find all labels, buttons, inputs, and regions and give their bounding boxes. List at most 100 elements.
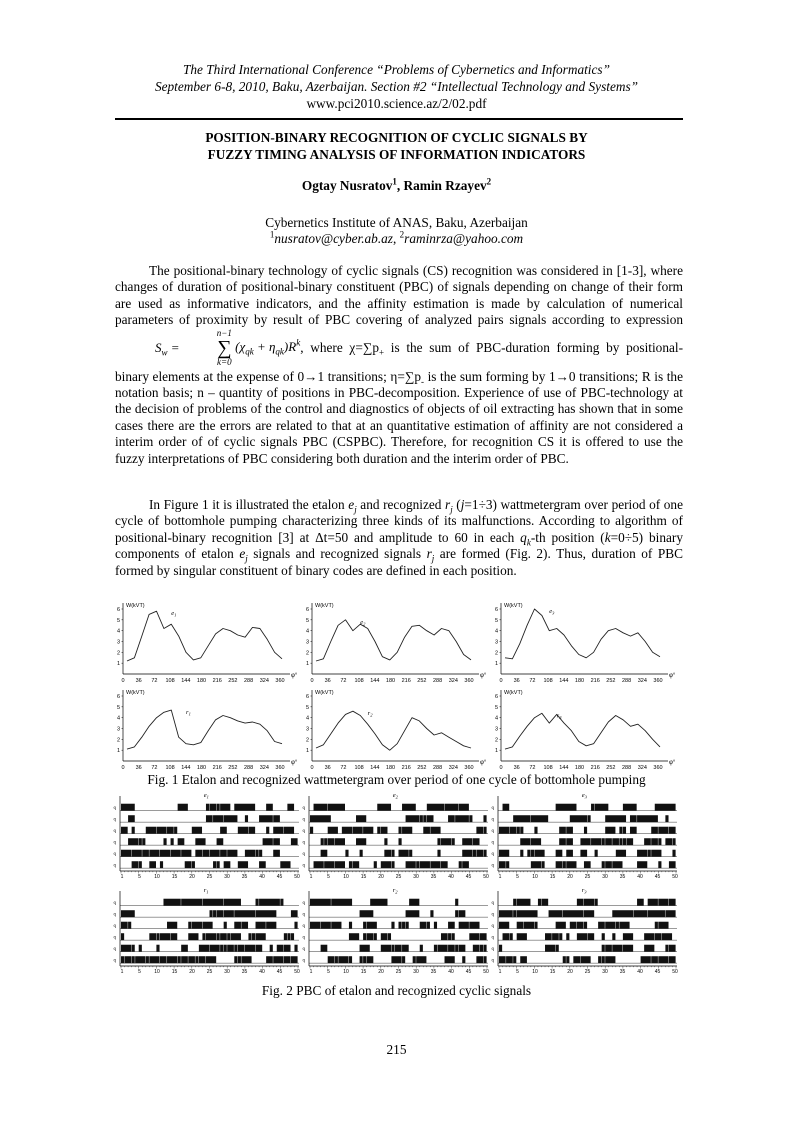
email-2[interactable]: raminrza@yahoo.com (404, 231, 524, 246)
fig2-bit-bar (310, 921, 321, 929)
fig2-bit-bar (320, 838, 324, 846)
fig2-bit-bar (290, 910, 298, 918)
fig1-xtick: 36 (514, 678, 520, 684)
fig2-bit-bar (534, 826, 538, 834)
fig2-bit-bar (223, 910, 234, 918)
fig1-curve (504, 712, 661, 750)
fig2-bit-bar (359, 944, 370, 952)
fig2-bit-bar (234, 910, 256, 918)
fig2-bit-bar (555, 944, 559, 952)
fig2-bit-bar (668, 898, 676, 906)
fig2-bit-bar (622, 826, 627, 834)
conference-url[interactable]: www.pci2010.science.az/2/02.pdf (306, 96, 487, 111)
fig2-xtick: 40 (259, 874, 265, 880)
fig1-series-label: e1 (171, 610, 176, 618)
fig2-bit-bar (499, 921, 510, 929)
formula-lhs-sub: w (161, 347, 168, 358)
fig2-bit-bar (555, 849, 563, 857)
fig1-panel-e1: W(kVT)φ°0 36 72 108 144 180 216 252 288 324 360123… (117, 603, 298, 684)
fig2-bit-bar (167, 956, 178, 964)
fig2-xtick: 20 (378, 874, 384, 880)
fig2-bit-bar (202, 898, 224, 906)
fig2-xtick: 10 (154, 969, 160, 975)
fig2-row-label: q (303, 912, 306, 917)
fig2-bit-bar (255, 849, 259, 857)
title-line-1: POSITION-BINARY RECOGNITION OF CYCLIC SI… (205, 130, 588, 145)
fig2-bit-bar (626, 838, 634, 846)
fig2-bit-bar (469, 921, 480, 929)
formula-sub-2: qk (275, 346, 284, 357)
fig2-bit-bar (142, 849, 149, 857)
fig1-xtick: 324 (638, 678, 647, 684)
fig2-bit-bar (128, 838, 139, 846)
fig2-bit-bar (324, 838, 328, 846)
fig2-bit-bar (527, 849, 531, 857)
header-rule (115, 118, 683, 120)
fig2-bit-bar (605, 921, 616, 929)
fig2-bit-bar (327, 956, 335, 964)
fig2-bit-bar (559, 826, 566, 834)
fig2-xtick: 30 (413, 874, 419, 880)
author-2-sup: 2 (486, 176, 492, 187)
figure-2-caption: Fig. 2 PBC of etalon and recognized cycl… (261, 983, 532, 998)
fig2-bit-bar (156, 933, 160, 941)
fig2-bit-bar (591, 838, 602, 846)
fig2-xtick: 30 (413, 969, 419, 975)
fig2-bit-bar (373, 933, 377, 941)
fig1-xtick: 252 (606, 678, 615, 684)
fig2-bit-bar (234, 921, 241, 929)
fig2-bit-bar (188, 956, 195, 964)
fig2-bit-bar (356, 815, 367, 823)
fig2-bit-bar (469, 815, 473, 823)
fig2-bit-bar (601, 838, 605, 846)
formula-upper: n−1 (216, 327, 232, 338)
fig2-bit-bar (195, 838, 206, 846)
fig2-bit-bar (220, 826, 227, 834)
fig2-bit-bar (462, 956, 466, 964)
email-1[interactable]: nusratov@cyber.ab.az (274, 231, 393, 246)
fig1-xtick: 108 (355, 765, 364, 771)
fig2-xtick: 5 (138, 874, 141, 880)
fig2-bit-bar (202, 933, 206, 941)
fig2-bit-bar (455, 898, 459, 906)
paragraph-1: The positional-binary technology of cycl… (115, 263, 683, 467)
formula-sub-1: qk (245, 346, 254, 357)
fig1-xtick: 0 (499, 678, 502, 684)
fig2-xtick: 25 (585, 874, 591, 880)
fig2-bit-bar (651, 838, 658, 846)
fig1-xtick: 324 (449, 678, 458, 684)
fig2-bit-bar (530, 838, 542, 846)
para1-text-3: is the sum of PBC-duration forming by po… (115, 339, 683, 384)
fig2-xtick: 40 (637, 969, 643, 975)
fig2-bit-bar (128, 815, 135, 823)
para1-sub-1: + (378, 347, 385, 358)
fig2-bit-bar (191, 921, 203, 929)
fig2-bit-bar (262, 838, 273, 846)
fig2-bit-bar (440, 933, 448, 941)
fig2-bit-bar (591, 803, 595, 811)
fig1-xtick: 72 (529, 678, 535, 684)
fig2-bit-bar (444, 803, 459, 811)
fig2-bit-bar (255, 921, 266, 929)
fig2-bit-bar (483, 826, 487, 834)
fig2-panel-label: r1 (204, 887, 209, 895)
fig2-bit-bar (181, 944, 188, 952)
fig2-bit-bar (359, 849, 363, 857)
p2-j: j (460, 497, 465, 512)
fig2-bit-bar (138, 944, 142, 952)
fig2-bit-bar (209, 803, 217, 811)
fig2-bit-bar (223, 861, 231, 869)
fig2-bit-bar (195, 849, 203, 857)
fig2-bit-bar (216, 803, 220, 811)
fig2-bit-bar (348, 933, 360, 941)
fig1-panel-e2: W(kVT)φ°0 36 72 108 144 180 216 252 288 324 360123… (306, 603, 487, 684)
fig2-row-label: q (492, 806, 495, 811)
fig2-bit-bar (433, 944, 438, 952)
fig2-bit-bar (440, 838, 452, 846)
fig2-bit-bar (583, 861, 591, 869)
fig2-bit-bar (223, 944, 227, 952)
fig2-bit-bar (594, 803, 609, 811)
fig1-series-label: r1 (186, 709, 191, 717)
